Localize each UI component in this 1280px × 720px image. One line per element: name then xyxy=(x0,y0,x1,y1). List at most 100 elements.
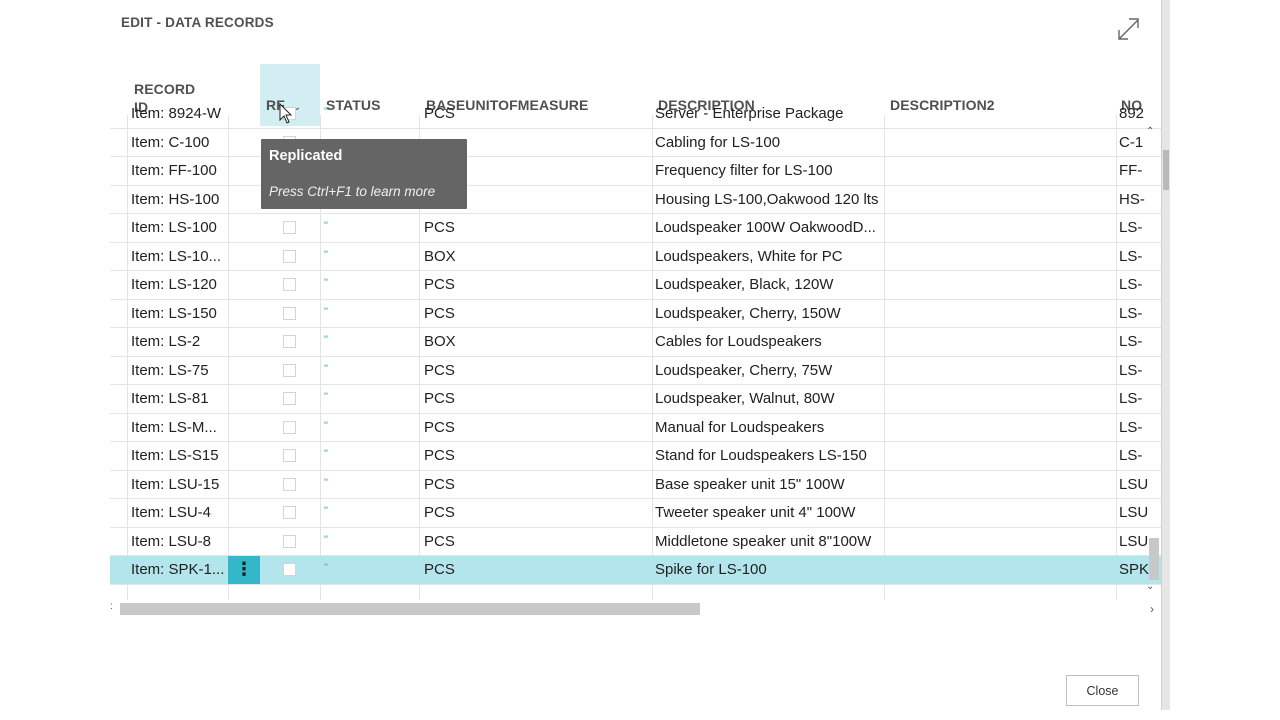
table-row[interactable]: Item: LS-75 " PCS Loudspeaker, Cherry, 75W L… xyxy=(110,357,1161,385)
no-cell[interactable]: LS- xyxy=(1119,333,1143,351)
vertical-scrollbar[interactable]: ⌃ ⌄ xyxy=(1146,126,1160,600)
no-cell[interactable]: LS- xyxy=(1119,390,1143,408)
scroll-left-icon[interactable]: : xyxy=(110,601,113,612)
rf-cell[interactable] xyxy=(282,556,296,584)
rf-cell[interactable] xyxy=(282,385,296,413)
status-cell[interactable]: " xyxy=(324,305,328,318)
status-cell[interactable]: " xyxy=(324,505,328,517)
record-id-cell[interactable]: Item: LS-75 xyxy=(131,361,209,379)
rf-cell[interactable] xyxy=(282,328,296,356)
base-unit-cell[interactable]: BOX xyxy=(424,333,456,351)
table-row[interactable]: Item: LS-81 " PCS Loudspeaker, Walnut, 80W L… xyxy=(110,385,1161,414)
no-cell[interactable]: SPK xyxy=(1119,561,1149,579)
description-cell[interactable]: Loudspeaker, Cherry, 150W xyxy=(655,304,841,322)
scroll-up-icon[interactable]: ⌃ xyxy=(1146,126,1155,137)
status-cell[interactable]: " xyxy=(324,248,328,261)
status-cell[interactable]: " xyxy=(324,448,328,460)
rf-checkbox[interactable] xyxy=(282,221,296,235)
rf-cell[interactable] xyxy=(282,357,296,385)
base-unit-cell[interactable]: PCS xyxy=(424,504,455,522)
column-header-baseunitofmeasure[interactable]: BASEUNITOFMEASURE xyxy=(426,97,589,113)
description-cell[interactable]: Cabling for LS-100 xyxy=(655,133,781,151)
column-header-no[interactable]: NO xyxy=(1121,97,1143,113)
column-header-description[interactable]: DESCRIPTION xyxy=(658,97,755,113)
rf-cell[interactable] xyxy=(282,243,296,271)
record-id-cell[interactable]: Item: LSU-8 xyxy=(131,532,212,550)
table-row[interactable]: Item: LSU-8 " PCS Middletone speaker unit 8… xyxy=(110,528,1161,556)
description-cell[interactable]: Stand for Loudspeakers LS-150 xyxy=(655,447,867,465)
description-cell[interactable]: Loudspeaker 100W OakwoodD... xyxy=(655,219,876,237)
record-id-cell[interactable]: Item: C-100 xyxy=(131,133,210,151)
base-unit-cell[interactable]: BOX xyxy=(424,247,456,265)
table-row[interactable]: Item: LS-10... " BOX Loudspeakers, White fo… xyxy=(110,243,1161,271)
record-id-cell[interactable]: Item: SPK-1... xyxy=(131,561,225,579)
rf-cell[interactable] xyxy=(282,471,296,499)
page-scroll-thumb[interactable] xyxy=(1163,150,1169,190)
base-unit-cell[interactable]: PCS xyxy=(424,532,455,550)
no-cell[interactable]: LSU xyxy=(1119,504,1149,522)
status-cell[interactable]: " xyxy=(324,362,328,375)
description-cell[interactable]: Server - Enterprise Package xyxy=(655,105,844,123)
table-row[interactable]: Item: LS-2 " BOX Cables for Loudspeakers LS- xyxy=(110,328,1161,357)
base-unit-cell[interactable]: PCS xyxy=(424,105,455,123)
close-button[interactable]: Close xyxy=(1066,675,1139,706)
no-cell[interactable]: HS- xyxy=(1119,190,1145,208)
expand-button[interactable] xyxy=(1112,12,1144,44)
record-id-cell[interactable]: Item: LSU-15 xyxy=(131,475,220,493)
table-row[interactable]: Item: LS-120 " PCS Loudspeaker, Black, 120W… xyxy=(110,271,1161,300)
status-cell[interactable]: " xyxy=(324,106,328,118)
status-cell[interactable]: " xyxy=(324,391,328,403)
no-cell[interactable]: 892 xyxy=(1119,105,1145,123)
status-cell[interactable]: " xyxy=(324,562,328,574)
no-cell[interactable]: C-1 xyxy=(1119,133,1144,151)
column-header-description2[interactable]: DESCRIPTION2 xyxy=(890,97,995,113)
record-id-cell[interactable]: Item: LS-S15 xyxy=(131,447,219,465)
table-row[interactable]: Item: LS-M... " PCS Manual for Loudspeakers… xyxy=(110,414,1161,442)
status-cell[interactable]: " xyxy=(324,419,328,432)
description-cell[interactable]: Housing LS-100,Oakwood 120 lts xyxy=(655,190,879,208)
table-row[interactable]: Item: LSU-4 " PCS Tweeter speaker unit 4" 1… xyxy=(110,499,1161,528)
rf-checkbox[interactable] xyxy=(282,335,296,349)
record-id-cell[interactable]: Item: LS-M... xyxy=(131,418,217,436)
status-cell[interactable]: " xyxy=(324,277,328,289)
no-cell[interactable]: LSU xyxy=(1119,532,1149,550)
rf-checkbox[interactable] xyxy=(282,563,296,577)
description-cell[interactable]: Frequency filter for LS-100 xyxy=(655,162,833,180)
vertical-scroll-thumb[interactable] xyxy=(1149,538,1159,580)
record-id-cell[interactable]: Item: HS-100 xyxy=(131,190,220,208)
table-row[interactable]: Item: LS-100 " PCS Loudspeaker 100W Oakwood… xyxy=(110,214,1161,243)
status-cell[interactable]: " xyxy=(324,334,328,346)
rf-cell[interactable] xyxy=(282,499,296,527)
more-vertical-icon[interactable]: ⋮ xyxy=(228,556,260,584)
no-cell[interactable]: LS- xyxy=(1119,304,1143,322)
chevron-down-icon[interactable]: ⌄ xyxy=(292,102,302,113)
rf-checkbox[interactable] xyxy=(282,392,296,406)
no-cell[interactable]: LS- xyxy=(1119,219,1143,237)
description-cell[interactable]: Cables for Loudspeakers xyxy=(655,333,822,351)
rf-checkbox[interactable] xyxy=(282,506,296,520)
table-row[interactable]: Item: LS-S15 " PCS Stand for Loudspeakers L… xyxy=(110,442,1161,471)
base-unit-cell[interactable]: PCS xyxy=(424,219,455,237)
rf-cell[interactable] xyxy=(282,214,296,242)
column-header-record-id[interactable]: RECORD ID xyxy=(134,80,195,116)
table-row[interactable]: Item: 8924-W " PCS Server - Enterprise Pack… xyxy=(110,100,1161,129)
record-id-cell[interactable]: Item: LS-100 xyxy=(131,219,217,237)
status-cell[interactable]: " xyxy=(324,533,328,546)
base-unit-cell[interactable]: PCS xyxy=(424,447,455,465)
record-id-cell[interactable]: Item: FF-100 xyxy=(131,162,217,180)
base-unit-cell[interactable]: PCS xyxy=(424,361,455,379)
description-cell[interactable]: Loudspeaker, Walnut, 80W xyxy=(655,390,835,408)
rf-checkbox[interactable] xyxy=(282,420,296,434)
base-unit-cell[interactable]: PCS xyxy=(424,304,455,322)
no-cell[interactable]: LS- xyxy=(1119,447,1143,465)
rf-cell[interactable] xyxy=(282,528,296,556)
base-unit-cell[interactable]: PCS xyxy=(424,276,455,294)
base-unit-cell[interactable]: PCS xyxy=(424,418,455,436)
column-header-status[interactable]: STATUS xyxy=(326,97,381,113)
description-cell[interactable]: Manual for Loudspeakers xyxy=(655,418,825,436)
horizontal-scrollbar[interactable]: : › xyxy=(110,601,1161,617)
rf-cell[interactable] xyxy=(282,442,296,470)
no-cell[interactable]: LSU xyxy=(1119,475,1149,493)
rf-cell[interactable] xyxy=(282,271,296,299)
description-cell[interactable]: Base speaker unit 15" 100W xyxy=(655,475,845,493)
